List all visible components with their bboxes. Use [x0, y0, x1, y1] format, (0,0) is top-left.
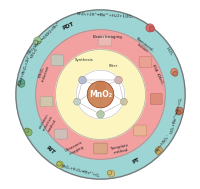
Text: PT: PT: [131, 157, 140, 165]
Text: MnO₂+H₂O₂→Mn²⁺+O₂: MnO₂+H₂O₂→Mn²⁺+O₂: [60, 164, 100, 178]
Circle shape: [56, 161, 63, 168]
Circle shape: [145, 24, 153, 32]
Text: Synthesis: Synthesis: [75, 58, 93, 62]
Text: RIT: RIT: [44, 146, 55, 156]
Text: 2GSH+MnO₂+2H⁺: 2GSH+MnO₂+2H⁺: [18, 54, 32, 86]
FancyBboxPatch shape: [139, 57, 151, 67]
Circle shape: [20, 80, 24, 84]
Circle shape: [155, 150, 160, 154]
Text: +2H₂O: +2H₂O: [29, 47, 39, 59]
Text: H₂O₂: H₂O₂: [164, 46, 173, 57]
FancyBboxPatch shape: [40, 97, 53, 107]
Text: GSH+MnO₂→GSSG+Mn²⁺: GSH+MnO₂→GSSG+Mn²⁺: [27, 21, 62, 56]
FancyBboxPatch shape: [133, 125, 146, 136]
Circle shape: [120, 98, 127, 105]
Text: BSA  KMnO₄: BSA KMnO₄: [150, 64, 163, 85]
Circle shape: [114, 76, 122, 84]
FancyBboxPatch shape: [150, 94, 161, 104]
FancyBboxPatch shape: [98, 35, 111, 46]
Circle shape: [55, 50, 145, 139]
Circle shape: [107, 171, 111, 175]
Text: KMnO₄
reductant: KMnO₄ reductant: [37, 63, 51, 83]
FancyBboxPatch shape: [51, 55, 63, 66]
Text: Brain Imaging: Brain Imaging: [93, 35, 122, 39]
Circle shape: [57, 162, 61, 166]
Circle shape: [170, 68, 177, 76]
Text: Biomineral-
ization: Biomineral- ization: [132, 37, 154, 57]
Circle shape: [155, 147, 162, 154]
Circle shape: [172, 72, 177, 76]
Text: oxidation
reduction
method: oxidation reduction method: [38, 113, 58, 134]
Text: Ultrasonic
imaging: Ultrasonic imaging: [64, 140, 86, 157]
Circle shape: [73, 98, 80, 105]
Text: Filter: Filter: [108, 64, 117, 68]
Text: MnO₂: MnO₂: [88, 90, 112, 99]
Circle shape: [96, 111, 104, 118]
Circle shape: [24, 128, 29, 133]
Circle shape: [33, 40, 38, 45]
Circle shape: [36, 30, 164, 159]
Circle shape: [18, 80, 25, 87]
Circle shape: [16, 10, 184, 179]
Circle shape: [149, 26, 154, 31]
Text: H₂O₂+Mn²⁺→OH•+O₂: H₂O₂+Mn²⁺→OH•+O₂: [169, 96, 183, 134]
Circle shape: [107, 170, 114, 177]
Circle shape: [76, 70, 124, 119]
FancyBboxPatch shape: [93, 143, 107, 154]
Circle shape: [78, 76, 86, 84]
Circle shape: [176, 110, 180, 115]
Circle shape: [95, 82, 105, 92]
Circle shape: [87, 81, 113, 108]
Text: GSH+HSO₃⁻: GSH+HSO₃⁻: [154, 133, 170, 153]
Circle shape: [175, 107, 182, 114]
Text: Template
method: Template method: [110, 143, 129, 156]
Circle shape: [34, 37, 41, 44]
FancyBboxPatch shape: [54, 129, 67, 139]
Text: MnO₂+2H⁺→Mn²⁺+H₂O+1/2O₂: MnO₂+2H⁺→Mn²⁺+H₂O+1/2O₂: [76, 12, 132, 19]
Circle shape: [25, 129, 32, 136]
Text: PDT: PDT: [62, 21, 75, 31]
